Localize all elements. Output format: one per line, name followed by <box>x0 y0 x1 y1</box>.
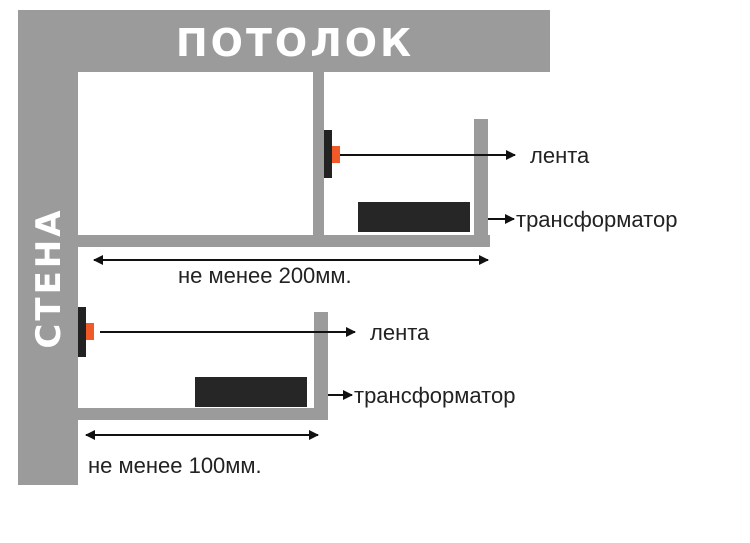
wall-label: СТЕНА <box>29 207 69 348</box>
lower-niche-floor <box>78 408 328 420</box>
wall-band <box>18 10 78 485</box>
lower-led-strip <box>78 307 86 357</box>
ceiling-band <box>18 10 550 72</box>
lower-niche-lip <box>314 312 328 412</box>
lower-tape-label: лента <box>370 320 430 345</box>
upper-led-accent <box>332 146 340 163</box>
upper-niche-divider <box>313 72 324 238</box>
upper-niche-lip <box>474 119 488 239</box>
upper-dimension-label: не менее 200мм. <box>178 263 352 288</box>
upper-niche-floor <box>78 235 490 247</box>
upper-transformer <box>358 202 470 232</box>
lower-led-accent <box>86 323 94 340</box>
lower-transformer <box>195 377 307 407</box>
lower-dimension-label: не менее 100мм. <box>88 453 262 478</box>
upper-transformer-label: трансформатор <box>516 207 677 232</box>
lower-transformer-label: трансформатор <box>354 383 515 408</box>
ceiling-label: ПОТОЛОК <box>176 21 414 65</box>
upper-led-strip <box>324 130 332 178</box>
upper-tape-label: лента <box>530 143 590 168</box>
